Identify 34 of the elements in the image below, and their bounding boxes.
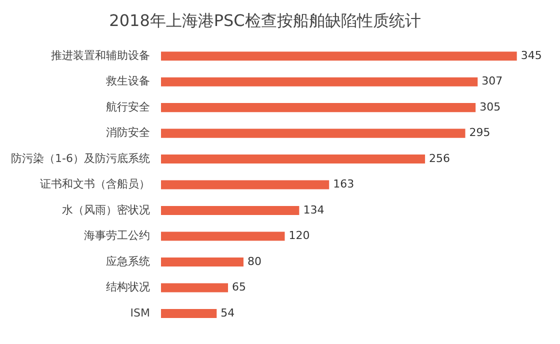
data-label: 307 [482, 74, 503, 88]
y-tick-label: 消防安全 [106, 126, 150, 140]
y-tick-label: 应急系统 [106, 254, 150, 268]
y-tick-label: 证书和文书（含船员） [40, 178, 150, 191]
y-tick-label: 防污染（1-6）及防污底系统 [11, 152, 150, 165]
data-label: 305 [480, 100, 501, 114]
bar [160, 103, 476, 112]
bar [160, 128, 466, 138]
bar [160, 154, 426, 164]
y-tick-label: 水（风雨）密状况 [62, 203, 150, 216]
data-label: 295 [469, 126, 490, 140]
bar [160, 206, 300, 216]
bar [160, 77, 478, 86]
bar [160, 52, 517, 61]
bar [160, 180, 330, 190]
data-label: 54 [220, 306, 235, 320]
y-tick-label: 结构状况 [106, 280, 150, 294]
data-label: 345 [520, 48, 542, 62]
y-tick-label: ISM [130, 306, 150, 320]
data-label: 80 [247, 254, 262, 268]
chart-title: 2018年上海港PSC检查按船舶缺陷性质统计 [109, 10, 421, 30]
bar [160, 309, 217, 318]
y-tick-label: 海事劳工公约 [84, 229, 150, 242]
y-tick-label: 推进装置和辅助设备 [50, 48, 150, 62]
y-tick-label: 航行安全 [106, 100, 150, 114]
bar [160, 232, 285, 241]
data-label: 120 [288, 229, 310, 242]
data-label: 256 [429, 152, 450, 165]
data-label: 134 [303, 203, 324, 216]
data-label: 163 [333, 178, 354, 191]
bar [160, 283, 228, 292]
y-tick-label: 救生设备 [104, 74, 150, 88]
bar [160, 258, 244, 267]
data-label: 65 [232, 280, 246, 294]
